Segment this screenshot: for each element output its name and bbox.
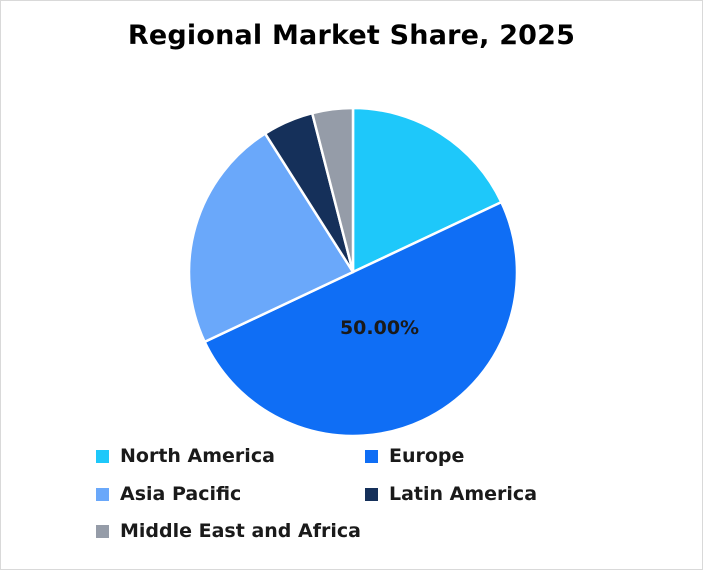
pie-slices: [187, 106, 519, 438]
pie-data-labels: 50.00%: [340, 317, 419, 339]
chart-title: Regional Market Share, 2025: [127, 20, 576, 51]
data-label-europe: 50.00%: [340, 317, 419, 339]
pie-slice-north-america[interactable]: [351, 106, 503, 274]
pie-slice-asia-pacific[interactable]: [187, 132, 355, 344]
pie-slice-europe[interactable]: [203, 200, 519, 438]
pie-slice-middle-east-and-africa[interactable]: [310, 106, 355, 274]
